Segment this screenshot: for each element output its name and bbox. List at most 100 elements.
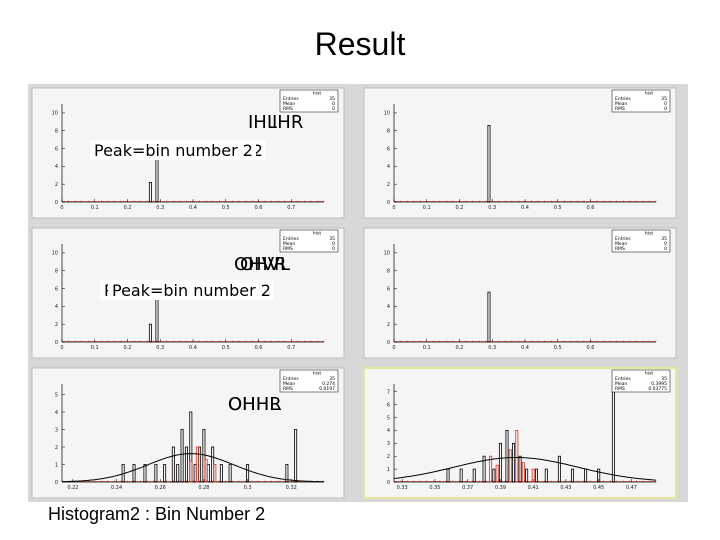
stats-label: Mean <box>283 241 295 247</box>
x-tick-label: 0.5 <box>222 205 230 211</box>
histogram-bar <box>148 182 152 203</box>
x-tick-label: 0.1 <box>423 205 431 211</box>
histogram-label: OHHL <box>228 394 279 415</box>
histogram-pad-ohvr: 0 0.1 0.2 0.3 0.4 0.5 0.6 0 2 4 6 8 10 hist Entries 35 M… <box>108 227 677 359</box>
x-tick-label: 0.45 <box>593 485 604 491</box>
stats-value: 35 <box>661 376 667 382</box>
x-tick-label: 0.28 <box>198 485 209 491</box>
stats-label: Mean <box>615 381 627 387</box>
x-tick-label: 0.3 <box>488 345 496 351</box>
y-tick-label: 10 <box>384 251 390 257</box>
histogram-pad-ohhl: 0.22 0.24 0.26 0.28 0.3 0.32 0 1 2 3 4 5 hist Entries… <box>31 367 345 499</box>
histogram-bar <box>597 468 601 483</box>
x-tick-label: 0.3 <box>488 205 496 211</box>
peak-annotation: Peak=bin number 2 <box>94 141 253 160</box>
stats-label: Entries <box>283 236 299 242</box>
histogram-bar <box>294 429 298 483</box>
stats-title: hist <box>645 231 653 237</box>
stats-value: 0.03775 <box>648 386 667 392</box>
histogram-bar <box>154 464 158 483</box>
stats-value: 0.0197 <box>319 386 335 392</box>
y-tick-label: 0 <box>387 480 390 486</box>
histogram-bar <box>487 124 491 203</box>
x-tick-label: 0.1 <box>91 345 99 351</box>
x-tick-label: 0 <box>60 205 63 211</box>
y-tick-label: 3 <box>55 427 58 433</box>
gaussian-fit-line <box>61 453 325 483</box>
y-tick-label: 0 <box>55 480 58 486</box>
stats-value: 35 <box>329 236 335 242</box>
histogram-bar <box>544 468 548 483</box>
stats-title: hist <box>313 371 321 377</box>
x-tick-label: 0.37 <box>462 485 473 491</box>
y-tick-label: 2 <box>387 322 390 328</box>
x-tick-label: 0.33 <box>397 485 408 491</box>
histogram-bar <box>498 442 502 483</box>
y-tick-label: 6 <box>55 146 58 152</box>
red-histogram-bar <box>204 458 208 483</box>
x-tick-label: 0.5 <box>554 345 562 351</box>
y-tick-label: 10 <box>384 111 390 117</box>
y-tick-label: 1 <box>55 462 58 468</box>
x-tick-label: 0.4 <box>189 205 197 211</box>
stats-label: RMS <box>615 386 625 392</box>
histogram-bar <box>492 468 496 483</box>
stats-title: hist <box>645 371 653 377</box>
y-tick-label: 4 <box>55 410 58 416</box>
x-tick-label: 0.2 <box>456 205 464 211</box>
y-tick-label: 2 <box>55 445 58 451</box>
y-tick-label: 2 <box>387 454 390 460</box>
histogram-bar <box>184 446 188 483</box>
x-tick-label: 0.35 <box>429 485 440 491</box>
x-tick-label: 0.4 <box>521 345 529 351</box>
stats-box <box>279 229 339 253</box>
histogram-bar <box>557 455 561 483</box>
annotation-bg <box>90 140 256 160</box>
histogram-bar <box>285 464 289 483</box>
histogram-canvas: 0 0.1 0.2 0.3 0.4 0.5 0.6 0.7 0 2 4 6 8 10 hist Entries… <box>28 84 688 502</box>
stats-label: Mean <box>283 381 295 387</box>
histogram-label: IHR <box>272 112 303 133</box>
y-tick-label: 3 <box>387 441 390 447</box>
histogram-bar <box>459 468 463 483</box>
stats-value: 0.274 <box>322 381 335 387</box>
x-tick-label: 0.3 <box>244 485 252 491</box>
histogram-bar <box>163 464 167 483</box>
red-histogram-bar <box>195 446 199 483</box>
stats-box <box>611 89 671 113</box>
stats-value: 35 <box>661 96 667 102</box>
y-tick-label: 2 <box>55 182 58 188</box>
y-tick-label: 8 <box>55 129 58 135</box>
y-tick-label: 0 <box>55 340 58 346</box>
stats-label: RMS <box>615 246 625 252</box>
x-tick-label: 0.7 <box>287 205 295 211</box>
stats-title: hist <box>313 91 321 97</box>
annotation-bg <box>108 280 274 300</box>
stats-value: 35 <box>329 376 335 382</box>
x-tick-label: 0.3 <box>156 345 164 351</box>
y-tick-label: 2 <box>55 322 58 328</box>
x-tick-label: 0 <box>392 345 395 351</box>
stats-value: 0 <box>664 246 667 252</box>
stats-value: 0 <box>332 241 335 247</box>
histogram-bar <box>505 430 509 483</box>
y-tick-label: 10 <box>52 111 58 117</box>
histogram-pad-ihr: 0 0.1 0.2 0.3 0.4 0.5 0.6 0 2 4 6 8 10 hist Entries 35 M… <box>90 87 677 219</box>
x-tick-label: 0.1 <box>91 205 99 211</box>
stats-title: hist <box>313 231 321 237</box>
histogram-bar <box>534 468 538 483</box>
stats-label: Mean <box>283 101 295 107</box>
red-histogram-bar <box>495 464 499 483</box>
histogram-bar <box>171 446 175 483</box>
stats-label: RMS <box>283 106 293 112</box>
stats-box <box>611 229 671 253</box>
y-tick-label: 0 <box>387 340 390 346</box>
red-histogram-bar <box>521 462 525 483</box>
x-tick-label: 0.3 <box>156 205 164 211</box>
histogram-bar <box>176 464 180 483</box>
y-tick-label: 6 <box>55 286 58 292</box>
stats-label: Entries <box>615 376 631 382</box>
histogram-bar <box>487 291 491 343</box>
y-tick-label: 4 <box>387 428 390 434</box>
stats-label: Entries <box>283 96 299 102</box>
